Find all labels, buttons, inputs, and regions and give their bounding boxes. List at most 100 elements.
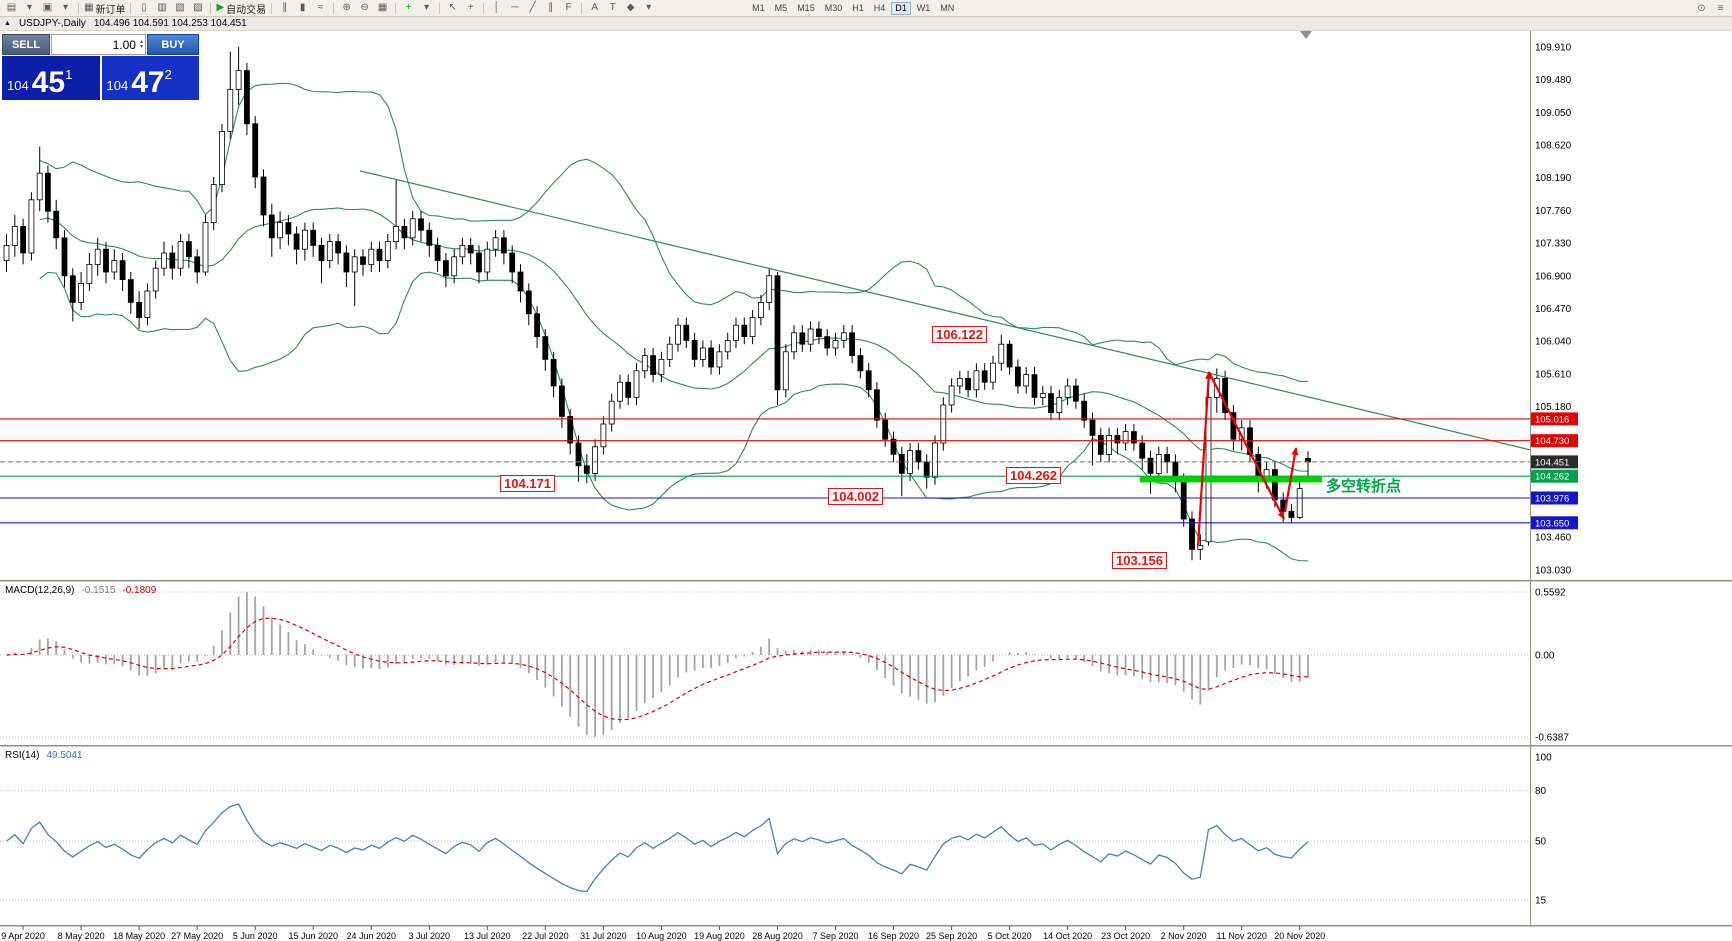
- channel-button[interactable]: ∥: [542, 1, 559, 15]
- rsi-panel[interactable]: [0, 747, 1732, 925]
- vertical-line-button[interactable]: │: [488, 1, 505, 15]
- indicators-button[interactable]: +: [400, 1, 417, 15]
- market-watch-icon: ▥: [157, 2, 167, 13]
- market-watch-button[interactable]: ▥: [153, 1, 170, 15]
- toolbar-separator: [271, 2, 273, 14]
- arrows-dropdown[interactable]: ▾: [640, 1, 657, 15]
- terminal-button[interactable]: ▨: [189, 1, 206, 15]
- sell-price-pips: 45: [31, 66, 66, 99]
- fibonacci-button[interactable]: F: [560, 1, 577, 15]
- zoom-out-button[interactable]: ⊖: [356, 1, 373, 15]
- label-button[interactable]: T: [604, 1, 621, 15]
- tile-windows-icon: ▦: [377, 2, 388, 13]
- buy-button[interactable]: BUY: [147, 34, 199, 55]
- search-button[interactable]: ⊙: [1697, 2, 1706, 14]
- fibonacci-icon: F: [565, 2, 572, 13]
- one-click-trading-panel: SELL 1.00 ▴ ▾ BUY 104 45 1 104 47 2: [2, 34, 199, 100]
- navigator-icon: ▧: [175, 2, 185, 13]
- text-button[interactable]: A: [586, 1, 603, 15]
- crosshair-button[interactable]: +: [462, 1, 479, 15]
- sell-price-base: 104: [7, 78, 29, 93]
- crosshair-icon: +: [467, 2, 474, 13]
- volume-up-icon[interactable]: ▴: [139, 38, 143, 45]
- volume-input[interactable]: 1.00 ▴ ▾: [51, 34, 146, 55]
- arrows-icon: ◆: [626, 2, 635, 13]
- toolbar-separator: [581, 2, 583, 14]
- toolbar-separator: [78, 2, 79, 14]
- macd-signal-value: -0.1809: [122, 585, 157, 596]
- buy-price-display[interactable]: 104 47 2: [101, 56, 199, 100]
- text-icon: A: [591, 2, 598, 13]
- autotrading-icon: ▶: [216, 2, 225, 13]
- new-chart-icon: ▾: [26, 2, 33, 13]
- new-chart-button[interactable]: ▤: [3, 1, 20, 15]
- cursor-button[interactable]: ↖: [444, 1, 461, 15]
- buy-price-point: 2: [164, 67, 172, 82]
- chart-expand-icon[interactable]: ▲: [4, 19, 11, 27]
- bar-chart-icon: ∥: [282, 2, 288, 13]
- timeframe-m15-button[interactable]: M15: [797, 2, 815, 13]
- candlestick-chart-button[interactable]: ▮: [294, 1, 311, 15]
- profiles-icon: ▾: [62, 2, 69, 13]
- profiles-button[interactable]: ▣: [39, 1, 56, 15]
- toolbar-separator: [439, 2, 441, 14]
- zoom-out-icon: ⊖: [360, 2, 369, 13]
- timeframe-w1-button[interactable]: W1: [916, 2, 931, 13]
- sell-price-display[interactable]: 104 45 1: [2, 56, 100, 100]
- bar-chart-button[interactable]: ∥: [276, 1, 293, 15]
- new-order-button-label: 新订单: [95, 4, 126, 16]
- volume-down-icon[interactable]: ▾: [139, 43, 143, 50]
- arrows-icon: ▾: [646, 2, 652, 13]
- autotrading-button[interactable]: ▶ 自动交易: [215, 1, 267, 16]
- arrows-button[interactable]: ◆: [622, 1, 639, 15]
- timeframe-h1-button[interactable]: H1: [852, 2, 864, 13]
- timeframe-h4-button[interactable]: H4: [873, 2, 886, 13]
- indicators-dropdown[interactable]: ▾: [418, 1, 435, 15]
- buy-price-pips: 47: [131, 66, 165, 99]
- terminal-icon: ▨: [193, 2, 203, 13]
- line-chart-button[interactable]: ≈: [312, 1, 329, 15]
- zoom-in-button[interactable]: ⊕: [338, 1, 355, 15]
- macd-panel[interactable]: [0, 582, 1732, 745]
- horizontal-line-button[interactable]: ─: [506, 1, 523, 15]
- toolbar-separator: [483, 2, 485, 14]
- macd-main-value: -0.1515: [81, 585, 116, 596]
- candlestick-chart-icon: ▮: [299, 2, 306, 13]
- timeframe-m5-button[interactable]: M5: [774, 2, 788, 13]
- timeframe-m30-button[interactable]: M30: [824, 2, 843, 13]
- new-chart-dropdown[interactable]: ▾: [21, 1, 38, 15]
- date-axis[interactable]: [0, 927, 1732, 941]
- timeframe-m1-button[interactable]: M1: [752, 2, 765, 13]
- macd-label: MACD(12,26,9) -0.1515 -0.1809: [5, 585, 156, 596]
- timeframe-mn-button[interactable]: MN: [940, 2, 955, 13]
- label-icon: T: [609, 2, 616, 13]
- rsi-name: RSI(14): [5, 750, 40, 761]
- volume-stepper[interactable]: ▴ ▾: [139, 38, 143, 50]
- chart-title-bar: ▲ USDJPY-,Daily 104.496 104.591 104.253 …: [0, 16, 1732, 31]
- new-order-button[interactable]: ▦ 新订单: [83, 1, 126, 16]
- channel-icon: ∥: [548, 2, 554, 13]
- toolbar-right-icons: ⊙ ≡: [1693, 1, 1729, 15]
- volume-value: 1.00: [112, 37, 136, 52]
- main-chart-panel[interactable]: [0, 30, 1732, 580]
- mobile-app-icon: ▯: [141, 2, 147, 13]
- menu-button[interactable]: ≡: [1717, 2, 1724, 14]
- profiles-icon: ▣: [42, 2, 53, 13]
- autotrading-button-label: 自动交易: [226, 4, 267, 16]
- chart-ohlc-values: 104.496 104.591 104.253 104.451: [93, 17, 247, 29]
- navigator-button[interactable]: ▧: [171, 1, 188, 15]
- rsi-value: 49.5041: [46, 750, 83, 761]
- line-chart-icon: ≈: [317, 2, 324, 13]
- sell-button[interactable]: SELL: [2, 34, 50, 55]
- price-axis[interactable]: [1530, 30, 1732, 925]
- new-chart-icon: ▤: [6, 2, 17, 13]
- chart-symbol-period: USDJPY-,Daily: [18, 17, 86, 29]
- trendline-button[interactable]: ╱: [524, 1, 541, 15]
- macd-name: MACD(12,26,9): [5, 585, 75, 596]
- timeframe-d1-button[interactable]: D1: [891, 1, 911, 15]
- profiles-dropdown[interactable]: ▾: [57, 1, 74, 15]
- mobile-app-button[interactable]: ▯: [135, 1, 152, 15]
- tile-windows-button[interactable]: ▦: [374, 1, 391, 15]
- zoom-in-icon: ⊕: [342, 2, 351, 13]
